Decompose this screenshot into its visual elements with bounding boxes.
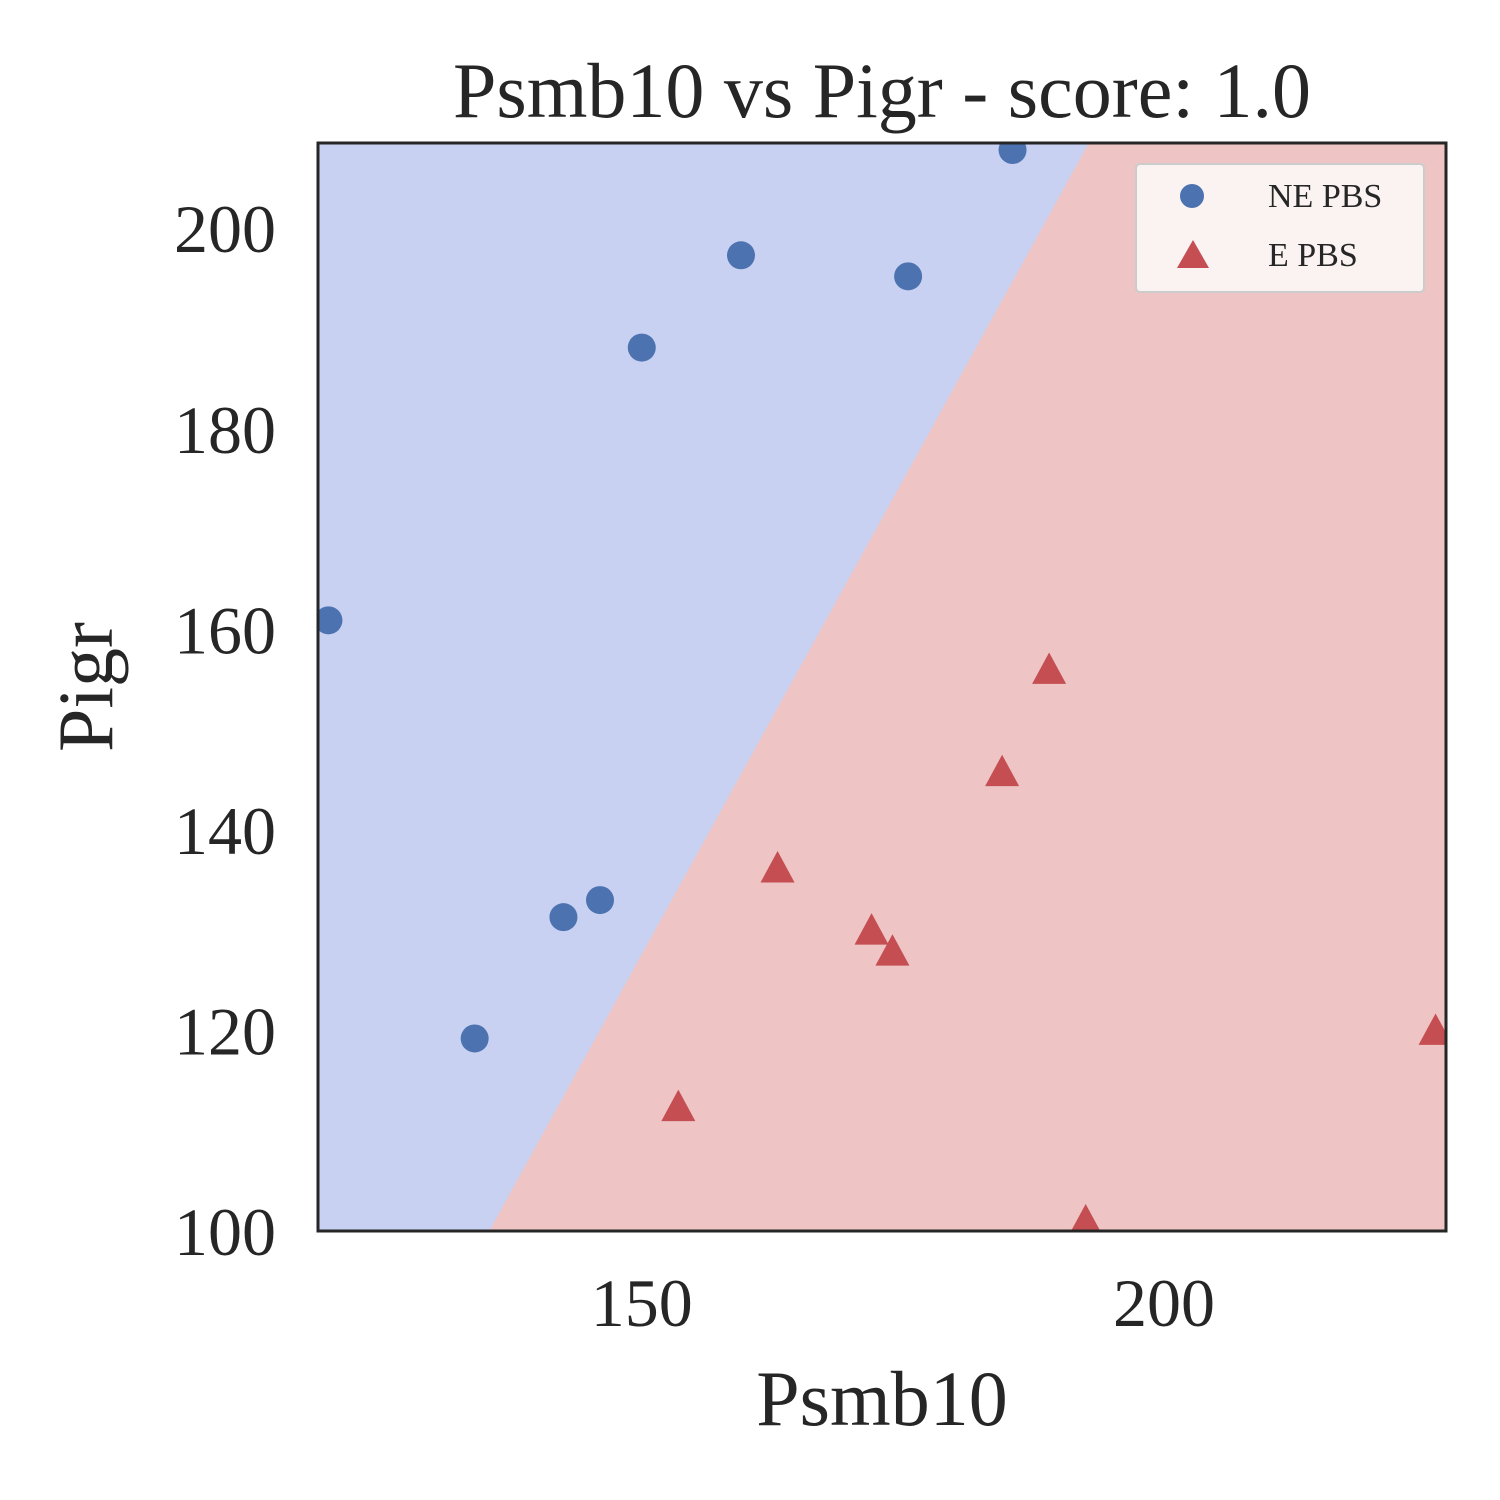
data-point-e-pbs (1418, 1013, 1446, 1045)
data-point-e-pbs (661, 1089, 696, 1122)
y-tick-label: 200 (174, 191, 276, 267)
legend-label-ne-pbs: NE PBS (1268, 178, 1382, 215)
y-tick-label: 140 (174, 793, 276, 869)
y-axis-label: Pigr (42, 622, 129, 752)
data-point-ne-pbs (549, 903, 578, 932)
data-point-e-pbs (760, 850, 795, 883)
data-point-ne-pbs (894, 262, 923, 291)
plot-area (318, 143, 1446, 1231)
y-tick-label: 160 (174, 592, 276, 668)
data-point-ne-pbs (727, 241, 755, 270)
legend-box (1135, 163, 1425, 293)
y-tick-label: 180 (174, 392, 276, 468)
data-point-e-pbs (1032, 652, 1067, 684)
y-tick-label: 100 (174, 1194, 276, 1270)
legend-marker-e-pbs (1177, 240, 1209, 268)
data-point-e-pbs (985, 754, 1020, 787)
chart-title: Psmb10 vs Pigr - score: 1.0 (453, 47, 1311, 134)
data-point-e-pbs (854, 913, 889, 945)
data-point-ne-pbs (318, 606, 343, 635)
data-point-e-pbs (875, 934, 910, 966)
x-tick-label: 150 (591, 1265, 693, 1341)
legend: NE PBS E PBS (1135, 163, 1425, 293)
x-axis-label: Psmb10 (756, 1355, 1007, 1442)
data-point-e-pbs (1071, 1203, 1101, 1231)
data-point-ne-pbs (586, 886, 614, 915)
decision-region-ne (318, 143, 1089, 1231)
data-point-ne-pbs (998, 143, 1027, 165)
legend-marker-ne-pbs (1180, 184, 1204, 208)
legend-label-e-pbs: E PBS (1268, 237, 1358, 274)
y-tick-label: 120 (174, 993, 276, 1069)
data-point-ne-pbs (627, 333, 656, 362)
data-point-ne-pbs (460, 1024, 489, 1053)
plot-frame (316, 141, 1448, 1233)
x-tick-label: 200 (1113, 1265, 1215, 1341)
